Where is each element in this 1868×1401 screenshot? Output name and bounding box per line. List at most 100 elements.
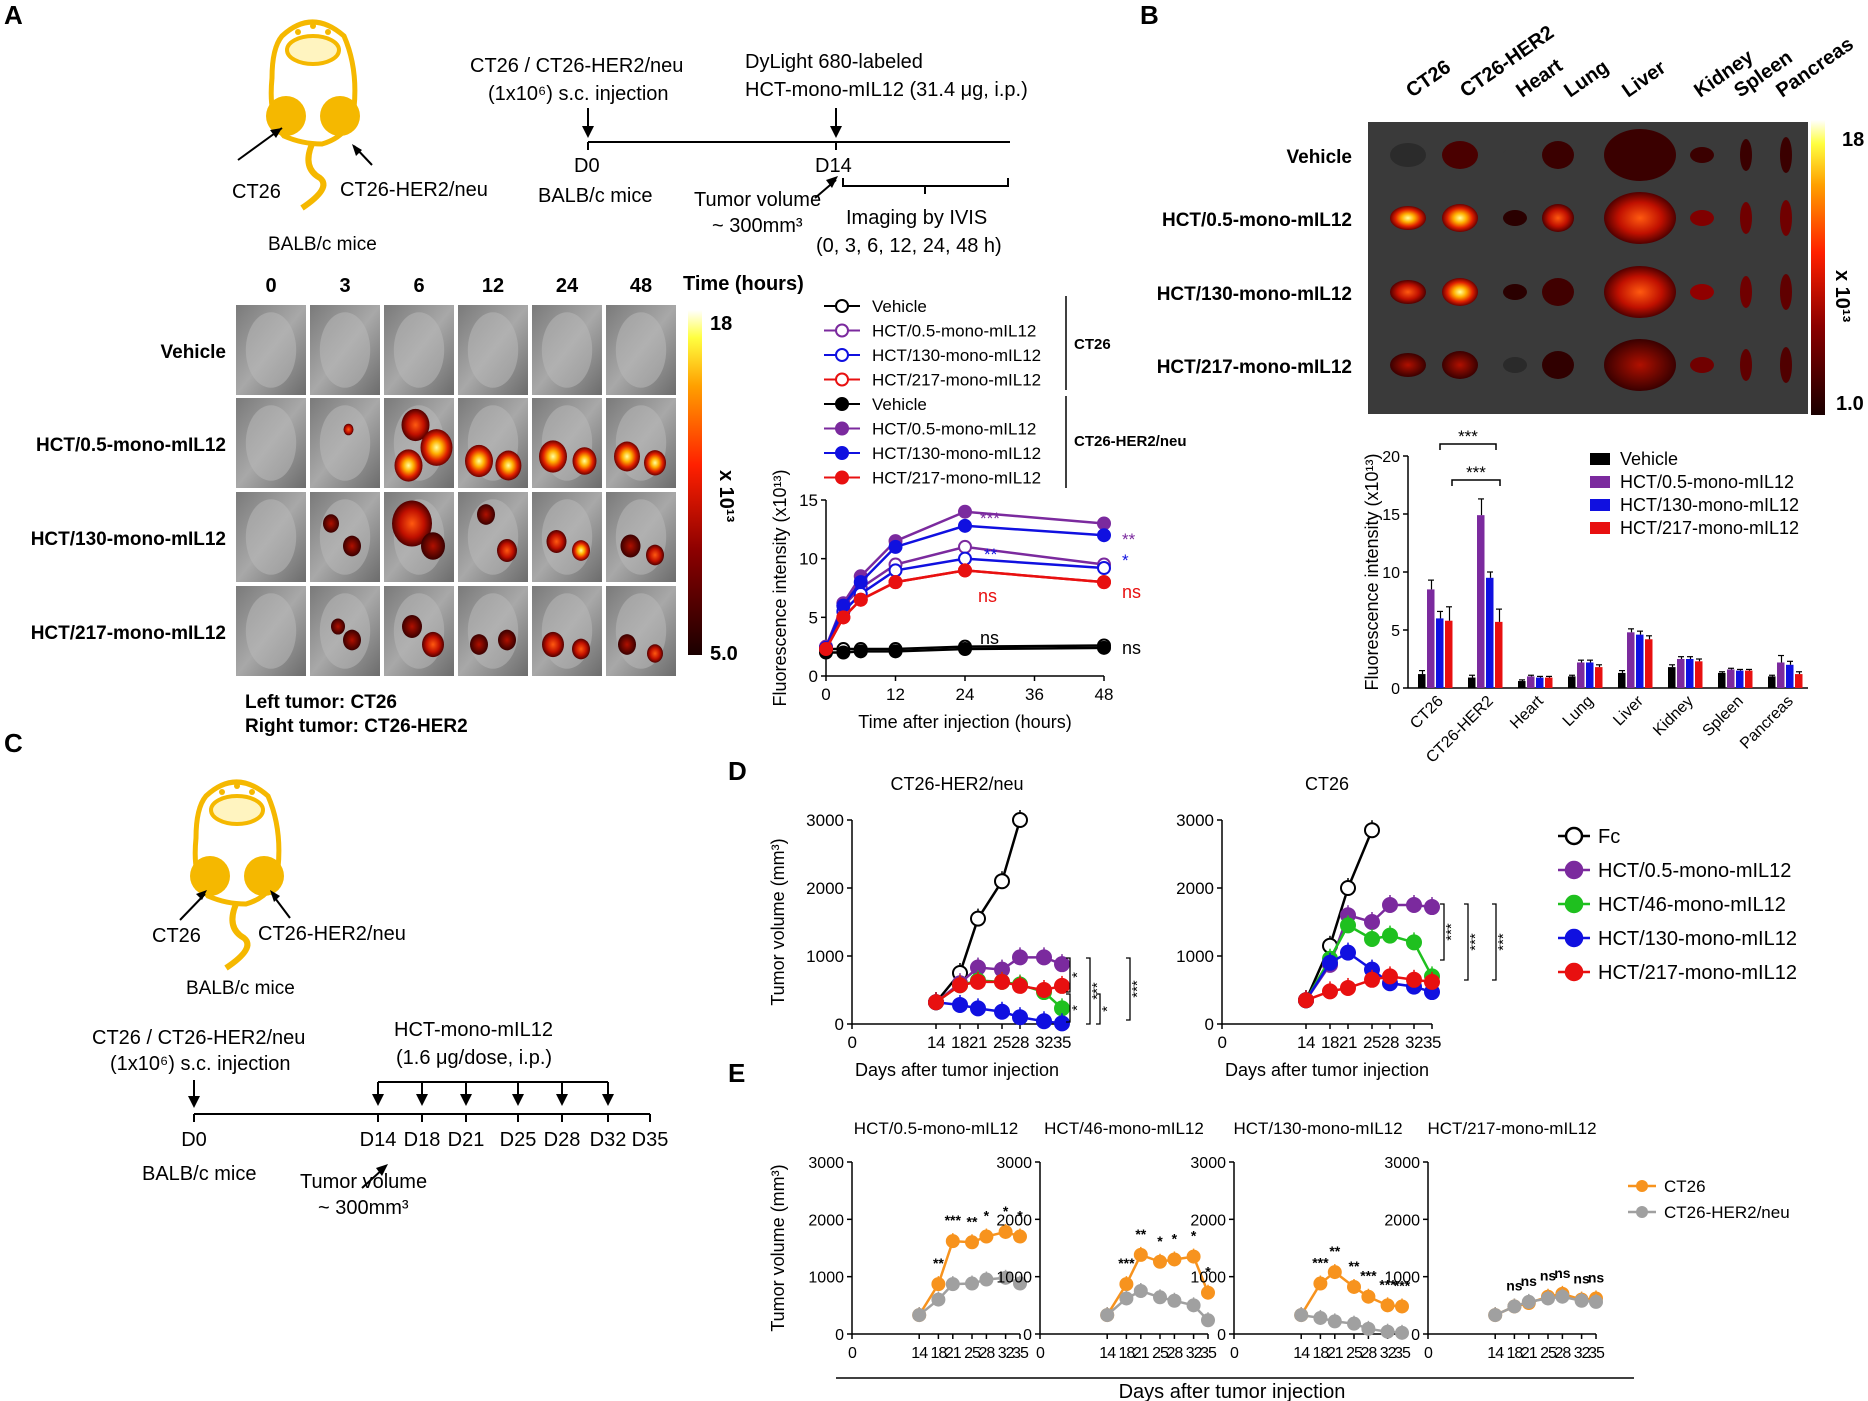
- organ-image: [1780, 347, 1792, 383]
- x-tick-label: 18: [1321, 1033, 1339, 1052]
- significance-mark: ns: [1506, 1277, 1523, 1293]
- dose-arrow-head: [556, 1094, 568, 1106]
- panel-e-xlabel: Days after tumor injection: [1119, 1381, 1346, 1401]
- legend-d-item: HCT/130-mono-mIL12: [1598, 928, 1797, 950]
- dose-arrow-head: [372, 1094, 384, 1106]
- data-point: [1012, 812, 1028, 828]
- organ-image: [1503, 357, 1527, 373]
- organ-image: [1390, 143, 1426, 167]
- data-point: [1201, 1313, 1215, 1328]
- legend-a-marker: [835, 446, 849, 460]
- legend-a-marker: [835, 372, 849, 387]
- organ-image: [1390, 353, 1426, 377]
- x-tick-label: 21: [1339, 1033, 1357, 1052]
- ivis-signal: [572, 638, 590, 660]
- time-header-0: 0: [265, 275, 276, 297]
- legend-a-item: HCT/217-mono-mIL12: [872, 371, 1041, 390]
- significance-mark: ns: [1573, 1271, 1590, 1287]
- ivis-cell: [236, 305, 306, 395]
- dose-arrow-head: [416, 1094, 428, 1106]
- x-tick-label: 0: [1218, 1033, 1227, 1052]
- data-point: [958, 563, 972, 578]
- significance-mark: **: [1349, 1258, 1360, 1274]
- bar: [1636, 634, 1644, 688]
- data-point: [945, 1234, 960, 1249]
- ivis-row-label: HCT/130-mono-mIL12: [31, 529, 226, 550]
- ivis-mouse-body: [541, 312, 593, 388]
- x-tick-label: 18: [1119, 1345, 1136, 1362]
- organ-row-label: HCT/130-mono-mIL12: [1157, 284, 1352, 305]
- timeline-c-drug-2: (1.6 μg/dose, i.p.): [396, 1047, 552, 1069]
- ivis-mouse-body: [467, 312, 519, 388]
- ivis-mouse-body: [319, 312, 371, 388]
- panel-a-label: A: [4, 0, 23, 30]
- x-tick-label: 35: [1200, 1345, 1217, 1362]
- x-tick-label: 21: [969, 1033, 987, 1052]
- timeline-c-day: D25: [500, 1129, 537, 1151]
- data-point: [1589, 1294, 1603, 1309]
- x-tick-label: 0: [1036, 1345, 1045, 1362]
- significance-mark: *: [1122, 551, 1129, 570]
- organ-image: [1690, 210, 1714, 226]
- ivis-signal: [323, 514, 339, 533]
- x-tick-label: 18: [931, 1345, 948, 1362]
- data-point: [853, 644, 868, 659]
- x-tick-label: 0: [1424, 1345, 1433, 1362]
- time-header-12: 12: [482, 275, 504, 297]
- data-point: [1347, 1316, 1361, 1331]
- data-point: [928, 994, 944, 1011]
- data-point: [1541, 1291, 1555, 1306]
- data-point: [1327, 1314, 1342, 1329]
- ivis-cell: [384, 492, 454, 582]
- data-point: [1340, 979, 1356, 996]
- x-tick-label: 35: [1588, 1345, 1605, 1362]
- ivis-signal: [542, 631, 564, 658]
- data-point: [1364, 822, 1380, 839]
- bar: [1768, 676, 1776, 688]
- y-tick-label: 15: [1382, 507, 1400, 524]
- legend-a-marker: [835, 299, 849, 313]
- legend-b-item: Vehicle: [1620, 449, 1678, 469]
- ivis-cell: [458, 586, 528, 676]
- data-point: [1097, 561, 1111, 576]
- y-tick-label: 1000: [806, 947, 844, 966]
- ivis-cell: [458, 492, 528, 582]
- ivis-cell: [532, 492, 602, 582]
- data-point: [1340, 880, 1356, 896]
- bar: [1545, 677, 1553, 688]
- y-tick-label: 0: [1023, 1327, 1032, 1344]
- x-tick-label: 25: [1346, 1345, 1363, 1362]
- legend-a-marker: [835, 397, 849, 411]
- data-point: [1382, 927, 1398, 944]
- timeline-a-injection-1: CT26 / CT26-HER2/neu: [470, 55, 683, 77]
- legend-e: CT26 CT26-HER2/neu: [1628, 1177, 1790, 1222]
- chart-title: CT26-HER2/neu: [890, 774, 1023, 794]
- ivis-signal: [497, 539, 517, 562]
- data-point: [1322, 954, 1338, 971]
- data-point: [1382, 968, 1398, 985]
- colorbar-a-max: 18: [710, 313, 732, 335]
- data-point: [1054, 1015, 1070, 1032]
- x-tick-label: Pancreas: [1737, 693, 1797, 753]
- mouse-diagram-a: [266, 19, 360, 211]
- x-tick-label: 21: [1327, 1345, 1344, 1362]
- data-point: [1507, 1299, 1522, 1314]
- chart-title: HCT/217-mono-mIL12: [1427, 1119, 1596, 1138]
- organ-image: [1690, 284, 1714, 300]
- organ-image: [1442, 278, 1478, 306]
- ivis-cell: [384, 305, 454, 395]
- data-point: [1322, 983, 1338, 1000]
- y-tick-label: 0: [1411, 1327, 1420, 1344]
- data-point: [1054, 956, 1070, 973]
- x-tick-label: 32: [1405, 1033, 1423, 1052]
- legend-d-marker: [1564, 928, 1584, 948]
- ivis-signal: [614, 441, 640, 472]
- legend-d-item: HCT/0.5-mono-mIL12: [1598, 860, 1791, 882]
- timeline-c-day: D35: [632, 1129, 669, 1151]
- data-point: [819, 642, 833, 657]
- ivis-cell: [458, 398, 528, 488]
- organ-header: CT26: [1402, 56, 1455, 102]
- x-tick-label: 21: [1521, 1345, 1538, 1362]
